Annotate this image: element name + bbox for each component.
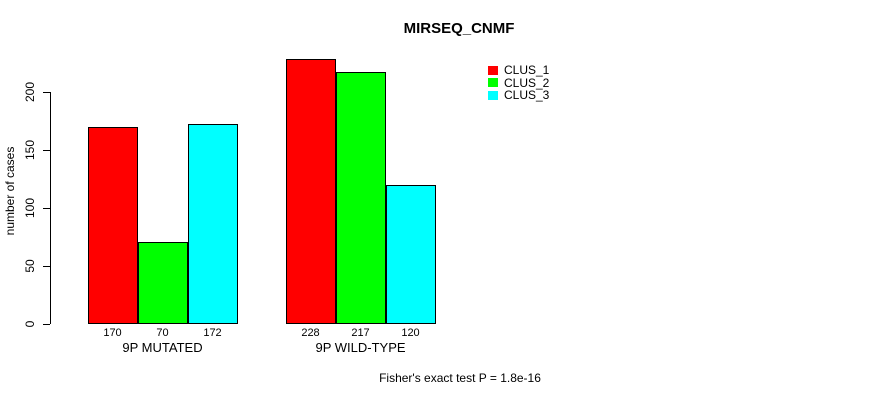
y-axis-tick <box>43 149 50 151</box>
legend-label: CLUS_2 <box>504 75 550 90</box>
y-axis-tick-label: 150 <box>23 140 37 161</box>
y-axis-tick-label: 100 <box>23 198 37 219</box>
y-axis-line <box>50 91 51 325</box>
y-axis-tick-label: 0 <box>23 320 37 328</box>
y-axis-tick <box>43 265 50 267</box>
legend-swatch-icon <box>488 90 498 100</box>
legend: CLUS_1 CLUS_2 CLUS_3 <box>488 64 549 102</box>
bar-value-label: 217 <box>351 327 370 339</box>
bar-clus_2-group2 <box>335 72 386 325</box>
fisher-test-annotation: Fisher's exact test P = 1.8e-16 <box>379 371 541 385</box>
y-axis-tick-label: 50 <box>23 259 37 273</box>
y-axis-label: number of cases <box>3 146 17 236</box>
legend-label: CLUS_1 <box>504 63 550 78</box>
legend-item-clus_2: CLUS_2 <box>488 77 549 90</box>
bar-clus_2-group1 <box>137 242 188 325</box>
legend-swatch-icon <box>488 78 498 88</box>
legend-item-clus_3: CLUS_3 <box>488 89 549 102</box>
legend-label: CLUS_3 <box>504 88 550 103</box>
bar-clus_1-group1 <box>87 126 138 325</box>
x-category-label: 9P MUTATED <box>122 340 203 355</box>
bar-clus_3-group2 <box>385 184 436 325</box>
bar-clus_3-group1 <box>187 124 238 325</box>
y-axis-tick <box>43 91 50 93</box>
bar-value-label: 70 <box>156 327 169 339</box>
chart-title: MIRSEQ_CNMF <box>403 20 515 37</box>
bar-value-label: 170 <box>103 327 122 339</box>
legend-swatch-icon <box>488 65 498 75</box>
bar-clus_1-group2 <box>285 59 336 325</box>
y-axis-tick <box>43 207 50 209</box>
legend-item-clus_1: CLUS_1 <box>488 64 549 77</box>
bar-value-label: 120 <box>401 327 420 339</box>
bar-value-label: 228 <box>301 327 320 339</box>
y-axis-tick <box>43 323 50 325</box>
x-category-label: 9P WILD-TYPE <box>315 340 406 355</box>
y-axis-tick-label: 200 <box>23 82 37 103</box>
bar-value-label: 172 <box>203 327 222 339</box>
